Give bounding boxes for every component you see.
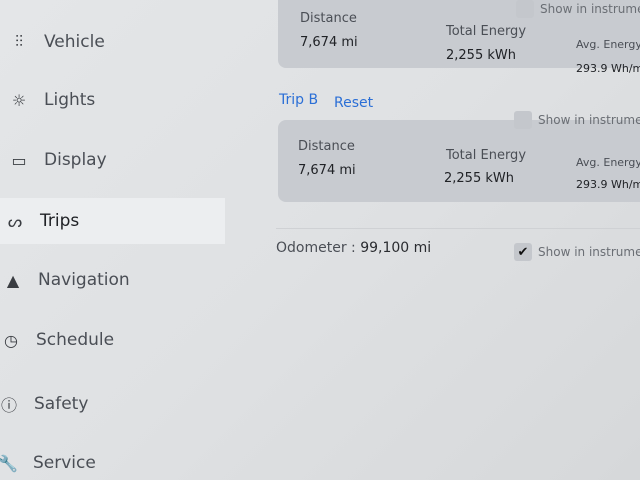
energy-value: 2,255 kWh bbox=[446, 48, 516, 63]
divider bbox=[276, 228, 640, 229]
sidebar-item-safety[interactable]: ⓘ Safety bbox=[0, 392, 88, 416]
trip-a-show-checkbox[interactable]: Show in instrument bbox=[516, 0, 640, 18]
navigation-icon: ▲ bbox=[6, 270, 20, 290]
odometer-show-checkbox[interactable]: ✔Show in instrument bbox=[514, 243, 640, 261]
display-icon: ▭ bbox=[11, 150, 27, 170]
checkmark-icon[interactable]: ✔ bbox=[514, 243, 532, 261]
sidebar-item-display[interactable]: ▭ Display bbox=[8, 150, 106, 170]
trip-b-title: Trip B bbox=[279, 92, 319, 108]
checkbox-box[interactable] bbox=[514, 111, 532, 129]
energy-label: Total Energy bbox=[446, 24, 527, 39]
energy-value: 2,255 kWh bbox=[444, 171, 514, 186]
sidebar-item-lights[interactable]: ☼ Lights bbox=[8, 90, 95, 110]
sidebar-item-vehicle[interactable]: ⫶⫶ Vehicle bbox=[8, 32, 105, 52]
distance-value: 7,674 mi bbox=[298, 163, 356, 178]
distance-label: Distance bbox=[298, 139, 355, 154]
distance-value: 7,674 mi bbox=[300, 35, 358, 50]
trip-b-reset-button[interactable]: Reset bbox=[334, 95, 374, 111]
trip-b-card: Distance 7,674 mi Total Energy 2,255 kWh… bbox=[278, 120, 640, 202]
sidebar-item-schedule[interactable]: ◷ Schedule bbox=[0, 330, 114, 350]
odometer: Odometer : 99,100 mi bbox=[276, 240, 432, 256]
sidebar-item-navigation[interactable]: ▲ Navigation bbox=[2, 270, 130, 290]
sidebar-item-service[interactable]: 🔧 Service bbox=[0, 453, 96, 473]
avg-energy-value: 293.9 Wh/mi bbox=[576, 62, 640, 75]
sliders-icon: ⫶⫶ bbox=[14, 32, 23, 51]
clock-icon: ◷ bbox=[4, 330, 18, 350]
sidebar-item-trips[interactable]: ᔕ Trips bbox=[0, 198, 225, 244]
wrench-icon: 🔧 bbox=[0, 453, 18, 473]
trip-a-card: Distance 7,674 mi Total Energy 2,255 kWh… bbox=[278, 0, 640, 75]
trips-icon: ᔕ bbox=[7, 211, 23, 231]
checkbox-box[interactable] bbox=[516, 0, 534, 18]
avg-energy-label: Avg. Energy bbox=[576, 38, 640, 51]
avg-energy-value: 293.9 Wh/mi bbox=[576, 178, 640, 191]
sun-icon: ☼ bbox=[11, 90, 27, 110]
energy-label: Total Energy bbox=[446, 148, 527, 163]
odometer-value: 99,100 mi bbox=[360, 240, 432, 256]
alert-icon: ⓘ bbox=[0, 396, 17, 415]
distance-label: Distance bbox=[300, 11, 357, 26]
avg-energy-label: Avg. Energy bbox=[576, 156, 640, 169]
trip-b-show-checkbox[interactable]: Show in instrument bbox=[514, 111, 640, 129]
